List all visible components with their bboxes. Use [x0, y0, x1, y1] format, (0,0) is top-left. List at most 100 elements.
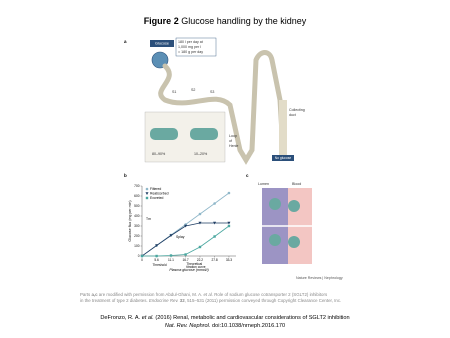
slide-title: Figure 2 Glucose handling by the kidney: [144, 16, 307, 26]
citation-line: Nat. Rev. Nephrol. doi:10.1038/nrneph.20…: [165, 323, 285, 329]
x-tick-label: 5.6: [154, 258, 159, 262]
y-tick-label: 500: [134, 204, 140, 208]
filtration-text: 180 l per day at: [178, 40, 203, 44]
series-line: [141, 222, 229, 257]
sglt1-cell: [190, 128, 218, 140]
segment-label: S3: [210, 90, 214, 94]
figure-number: Figure 2: [144, 16, 179, 26]
loop-label: Loop: [229, 134, 237, 138]
annotation: Threshold: [152, 263, 166, 267]
text-span: 32: [179, 298, 186, 303]
data-point: [213, 221, 217, 225]
text-span: in the treatment of type 2 diabetes.: [80, 298, 149, 303]
text-span: et al.: [142, 315, 154, 321]
text-span: a,c: [91, 292, 98, 297]
filtration-text: = 180 g per day: [178, 50, 203, 54]
data-point: [155, 254, 158, 258]
y-tick-label: 400: [134, 214, 140, 218]
data-point: [145, 187, 149, 191]
legend-label: Filtered: [150, 187, 161, 191]
lumen-label: Lumen: [258, 182, 269, 186]
series-line: [142, 225, 230, 257]
blood-label: Blood: [292, 182, 301, 186]
data-point: [198, 245, 202, 249]
y-axis-title: Glucose flux (mg per min): [128, 200, 132, 241]
x-tick-label: 16.7: [182, 258, 188, 262]
segment-label: S2: [191, 88, 195, 92]
transporter: [288, 200, 300, 212]
y-tick-label: 100: [134, 244, 140, 248]
data-point: [227, 191, 231, 195]
annotation: Splay: [176, 235, 185, 239]
panel-a: a Glucose 180 l per day at 1,000 mg per …: [124, 37, 305, 165]
filtration-box: [175, 37, 217, 57]
panel-label: b: [124, 173, 127, 178]
data-point: [140, 254, 144, 258]
x-tick-label: 27.8: [211, 258, 217, 262]
text-span: (2016) Renal, metabolic and cardiovascul…: [154, 315, 350, 321]
no-glucose-label: No glucose: [275, 156, 292, 160]
panel-c: c Lumen Blood: [246, 173, 312, 264]
data-point: [198, 221, 202, 225]
citation-line: DeFronzo, R. A. et al. (2016) Renal, met…: [100, 315, 349, 321]
data-point: [145, 192, 149, 195]
text-span: et al.: [203, 292, 213, 297]
share-label: 10–20%: [194, 152, 208, 156]
data-point: [184, 253, 187, 256]
figure-credit: Nature Reviews | Nephrology: [296, 276, 343, 280]
legend-label: Reabsorbed: [150, 191, 169, 195]
text-span: are modified with permission from Abdul-…: [98, 292, 204, 297]
sglt2-cell: [150, 128, 178, 140]
caption-line: Parts a,c are modified with permission f…: [80, 292, 328, 297]
data-point: [213, 202, 216, 205]
y-tick-label: 0: [138, 254, 140, 258]
data-point: [213, 235, 216, 238]
data-point: [227, 221, 231, 225]
collecting-duct: [279, 100, 287, 155]
text-span: , 515–531 (2011) permission conveyed thr…: [185, 298, 342, 303]
text-span: Parts: [80, 292, 91, 297]
duct-label: duct: [289, 113, 296, 117]
annotation: titration curve: [186, 265, 205, 269]
x-tick-label: 22.2: [197, 258, 203, 262]
panel-label: a: [124, 39, 127, 44]
y-tick-label: 700: [134, 184, 140, 188]
text-span: doi:10.1038/nrneph.2016.170: [210, 323, 285, 329]
text-span: DeFronzo, R. A.: [100, 315, 141, 321]
caption-line: in the treatment of type 2 diabetes. End…: [80, 298, 341, 303]
transporter: [269, 198, 281, 210]
text-span: Nat. Rev. Nephrol.: [165, 323, 211, 329]
x-tick-label: 0: [141, 258, 143, 262]
text-span: Role of sodium glucose cotransporter 2 (…: [213, 292, 328, 297]
panel-label: c: [246, 173, 249, 178]
y-tick-label: 200: [134, 234, 140, 238]
loop-label: Henle: [229, 144, 238, 148]
text-span: Endocrine Rev.: [149, 298, 179, 303]
data-point: [145, 196, 149, 200]
x-tick-label: 33.3: [226, 258, 232, 262]
panel-b: b 0 100 200 300 400 500 600 700 0 5.6 11.1 16.7 22.2…: [124, 173, 236, 272]
annotation: Theoretical: [186, 262, 202, 266]
glucose-box: [150, 40, 174, 47]
filtration-text: 1,000 mg per l: [178, 45, 201, 49]
legend-label: Excreted: [150, 196, 163, 200]
y-tick-label: 300: [134, 224, 140, 228]
duct-label: Collecting: [289, 108, 305, 112]
nephron-tubule: [158, 50, 286, 165]
annotation: Tm: [146, 217, 151, 221]
data-point: [227, 224, 231, 228]
data-point: [169, 234, 173, 237]
segment-label: S1: [172, 90, 176, 94]
transporter: [269, 234, 281, 246]
x-tick-label: 11.1: [168, 258, 174, 262]
figure-title: Glucose handling by the kidney: [179, 16, 307, 26]
no-glucose-box: [272, 155, 294, 161]
data-point: [184, 224, 188, 228]
data-point: [169, 254, 173, 257]
loop-label: of: [229, 139, 232, 143]
glucose-label: Glucose: [155, 42, 169, 46]
share-label: 80–90%: [152, 152, 166, 156]
data-point: [198, 212, 202, 216]
x-axis-title: Plasma glucose (mmol/l): [169, 268, 208, 272]
